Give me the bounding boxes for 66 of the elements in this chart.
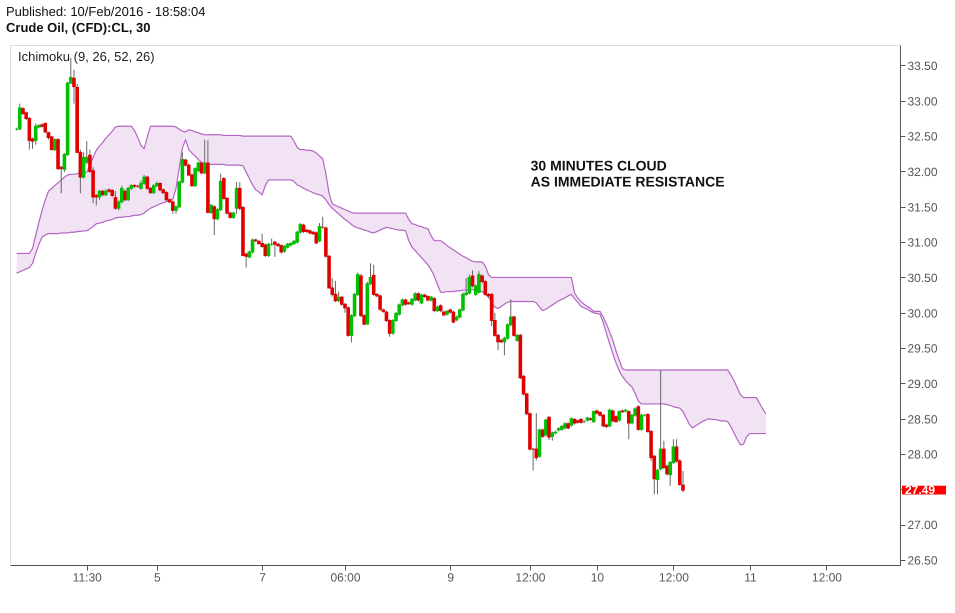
candlestick (336, 291, 340, 303)
text: 27.49 (905, 483, 936, 498)
candlestick (152, 184, 156, 195)
y-tick-label: 33.00 (908, 94, 938, 108)
candlestick (158, 182, 162, 192)
x-tick-label: 12:00 (515, 570, 546, 584)
candlestick (544, 418, 548, 437)
candlestick (468, 274, 472, 295)
chart-title: Published: 10/Feb/2016 - 18:58:04 (6, 4, 206, 19)
x-tick-label: 06:00 (330, 570, 361, 584)
candlestick (611, 409, 615, 423)
text: Ichimoku (9, 26, 52, 26) (18, 49, 155, 64)
candlestick (334, 280, 338, 303)
candlestick (146, 175, 150, 190)
y-tick-label: 27.00 (908, 518, 938, 532)
annotation: 30 MINUTES CLOUD AS IMMEDIATE RESISTANCE (530, 157, 725, 190)
y-tick-label: 33.50 (908, 58, 938, 73)
candlestick (617, 410, 622, 422)
candlestick (164, 190, 168, 202)
candlestick (266, 242, 270, 258)
candlestick (123, 189, 127, 202)
candlestick (570, 416, 574, 428)
candlestick (420, 293, 424, 305)
chart-subtitle: Crude Oil, (CFD):CL, 30 (6, 20, 150, 35)
candlestick (114, 190, 118, 210)
y-tick-label: 31.00 (908, 236, 938, 250)
x-tick-label: 5 (154, 570, 162, 584)
y-tick-label: 29.50 (908, 342, 938, 356)
y-tick-label: 31.50 (908, 200, 938, 214)
y-tick-label: 30.00 (908, 306, 938, 320)
candlestick (171, 200, 175, 214)
candlestick (126, 186, 130, 202)
x-tick-label: 11 (744, 570, 757, 584)
candlestick (43, 122, 48, 134)
candlestick (372, 264, 376, 296)
candlestick (302, 223, 306, 234)
candlestick (416, 292, 420, 302)
candlestick (636, 404, 640, 432)
candlestick (452, 310, 456, 324)
candlestick (18, 103, 22, 130)
candlestick (378, 294, 382, 312)
y-tick-label: 29.00 (908, 376, 938, 391)
x-tick-label: 12:00 (812, 570, 842, 584)
x-tick-label: 10 (590, 570, 604, 584)
candlestick (200, 161, 204, 175)
y-tick-label: 26.50 (908, 554, 938, 568)
y-tick-label: 30.50 (908, 270, 938, 285)
candlestick (432, 296, 436, 313)
candlestick (34, 122, 38, 146)
candlestick (550, 430, 554, 442)
candlestick (592, 410, 596, 424)
candlestick (640, 413, 644, 432)
candlestick (601, 413, 606, 428)
x-tick-label: 9 (447, 570, 454, 584)
x-tick-label: 7 (259, 570, 266, 584)
x-tick-label: 11:30 (72, 570, 102, 584)
candlestick (279, 244, 284, 254)
candlestick (547, 415, 551, 440)
candlestick (626, 410, 631, 440)
candlestick (273, 240, 277, 258)
y-tick-label: 28.00 (908, 448, 938, 462)
candlestick (477, 270, 481, 294)
x-tick-label: 12:00 (658, 570, 690, 584)
y-tick-label: 32.00 (908, 164, 938, 179)
y-tick-label: 28.50 (908, 412, 938, 426)
y-tick-label: 32.50 (908, 130, 938, 144)
